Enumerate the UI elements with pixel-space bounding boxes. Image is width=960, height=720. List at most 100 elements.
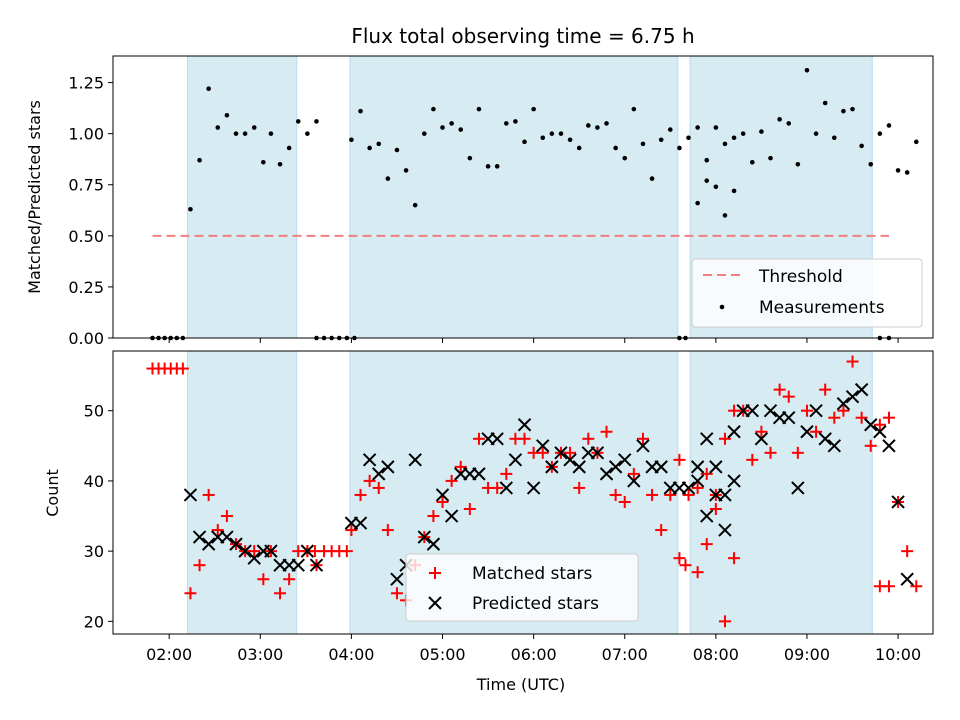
predicted-star-point — [791, 481, 805, 495]
measurement-point — [268, 131, 274, 136]
matched-star-point — [882, 580, 895, 593]
measurement-point — [841, 108, 846, 114]
predicted-star-point — [718, 488, 732, 502]
x-tick-label: 05:00 — [419, 645, 465, 664]
predicted-star-point — [636, 439, 650, 453]
matched-star-point — [882, 411, 895, 424]
matched-star-point — [700, 538, 713, 551]
measurement-point — [822, 100, 828, 106]
measurement-point — [349, 137, 354, 143]
measurement-point — [631, 106, 637, 112]
matched-star-point — [573, 481, 586, 494]
predicted-star-point — [517, 418, 532, 432]
predicted-star-point — [526, 481, 541, 495]
measurement-point — [206, 86, 211, 91]
x-tick-label: 07:00 — [602, 645, 648, 664]
matched-star-point — [664, 488, 677, 501]
measurement-point — [412, 202, 418, 208]
x-tick-label: 02:00 — [146, 645, 192, 664]
measurement-point — [358, 108, 363, 114]
measurement-point — [277, 162, 283, 167]
predicted-star-point — [490, 432, 504, 446]
matched-star-point — [855, 411, 868, 424]
measurement-point — [713, 184, 719, 190]
predicted-star-point — [709, 460, 723, 474]
matched-star-point — [728, 552, 741, 565]
measurement-point — [503, 121, 509, 126]
predicted-star-point — [599, 467, 614, 481]
measurement-point — [576, 145, 582, 151]
measurement-point — [713, 125, 719, 130]
matched-star-point — [582, 432, 595, 445]
ratio-x-ticks — [168, 338, 899, 343]
measurement-point — [513, 119, 518, 124]
predicted-star-point — [690, 460, 705, 474]
matched-star-point — [819, 383, 832, 396]
measurement-point — [261, 159, 266, 165]
measurement-point — [376, 141, 382, 147]
measurement-point — [740, 131, 746, 136]
matched-star-point — [846, 355, 859, 368]
measurement-point — [622, 155, 628, 161]
measurement-point — [467, 155, 473, 161]
measurement-point — [567, 137, 573, 143]
count-panel-frame — [112, 350, 934, 635]
matched-star-point — [463, 503, 476, 516]
measurement-point — [215, 125, 221, 130]
measurement-point — [640, 141, 646, 147]
matched-star-point — [274, 587, 287, 600]
measurement-point — [286, 145, 292, 151]
x-tick-label: 04:00 — [328, 645, 374, 664]
predicted-star-point — [417, 530, 432, 544]
matched-star-point — [782, 390, 795, 403]
x-tick-label: 03:00 — [237, 645, 283, 664]
matched-star-point — [837, 404, 850, 417]
matched-star-point — [257, 573, 270, 586]
matched-star-point — [764, 446, 777, 459]
matched-star-point — [193, 559, 206, 572]
predicted-star-point — [353, 516, 368, 530]
measurement-point — [476, 106, 482, 112]
predicted-star-point — [572, 460, 586, 474]
ratio-y-axis-label: Matched/Predicted stars — [25, 100, 44, 294]
legend-measurement-swatch — [719, 304, 725, 310]
y-tick-label: 0.00 — [68, 329, 104, 348]
predicted-star-point — [681, 481, 696, 495]
predicted-star-point — [362, 453, 377, 467]
measurement-point — [831, 135, 837, 141]
matched-star-point — [901, 545, 914, 558]
predicted-star-point — [873, 425, 887, 439]
matched-star-point — [609, 488, 622, 501]
matched-star-point — [184, 587, 197, 600]
measurement-point — [795, 162, 801, 167]
measurement-point — [233, 131, 239, 136]
measurement-point — [731, 135, 737, 141]
measurement-point — [403, 168, 409, 173]
count-legend-box — [405, 553, 639, 622]
y-tick-label: 50 — [84, 402, 104, 421]
predicted-star-point — [408, 453, 422, 467]
x-tick-label: 10:00 — [875, 645, 921, 664]
measurement-point — [458, 127, 464, 132]
predicted-star-point — [900, 572, 914, 586]
matched-star-point — [354, 488, 367, 501]
measurement-point — [677, 145, 682, 151]
measurement-point — [859, 143, 864, 149]
measurement-point — [540, 135, 546, 141]
matched-star-point — [372, 481, 385, 494]
count-y-ticks: 20 30 40 50 — [84, 402, 113, 631]
y-tick-label: 30 — [84, 542, 104, 561]
shaded-interval — [186, 350, 298, 635]
predicted-star-point — [745, 403, 760, 418]
predicted-star-point — [763, 403, 778, 418]
predicted-star-point — [536, 439, 550, 453]
predicted-star-point — [300, 544, 315, 558]
count-y-axis-label: Count — [43, 469, 62, 517]
measurement-point — [749, 159, 755, 165]
predicted-star-point — [718, 523, 732, 537]
predicted-star-point — [381, 460, 395, 474]
shaded-interval — [689, 350, 873, 635]
y-tick-label: 40 — [84, 472, 104, 491]
matched-star-point — [564, 446, 577, 459]
